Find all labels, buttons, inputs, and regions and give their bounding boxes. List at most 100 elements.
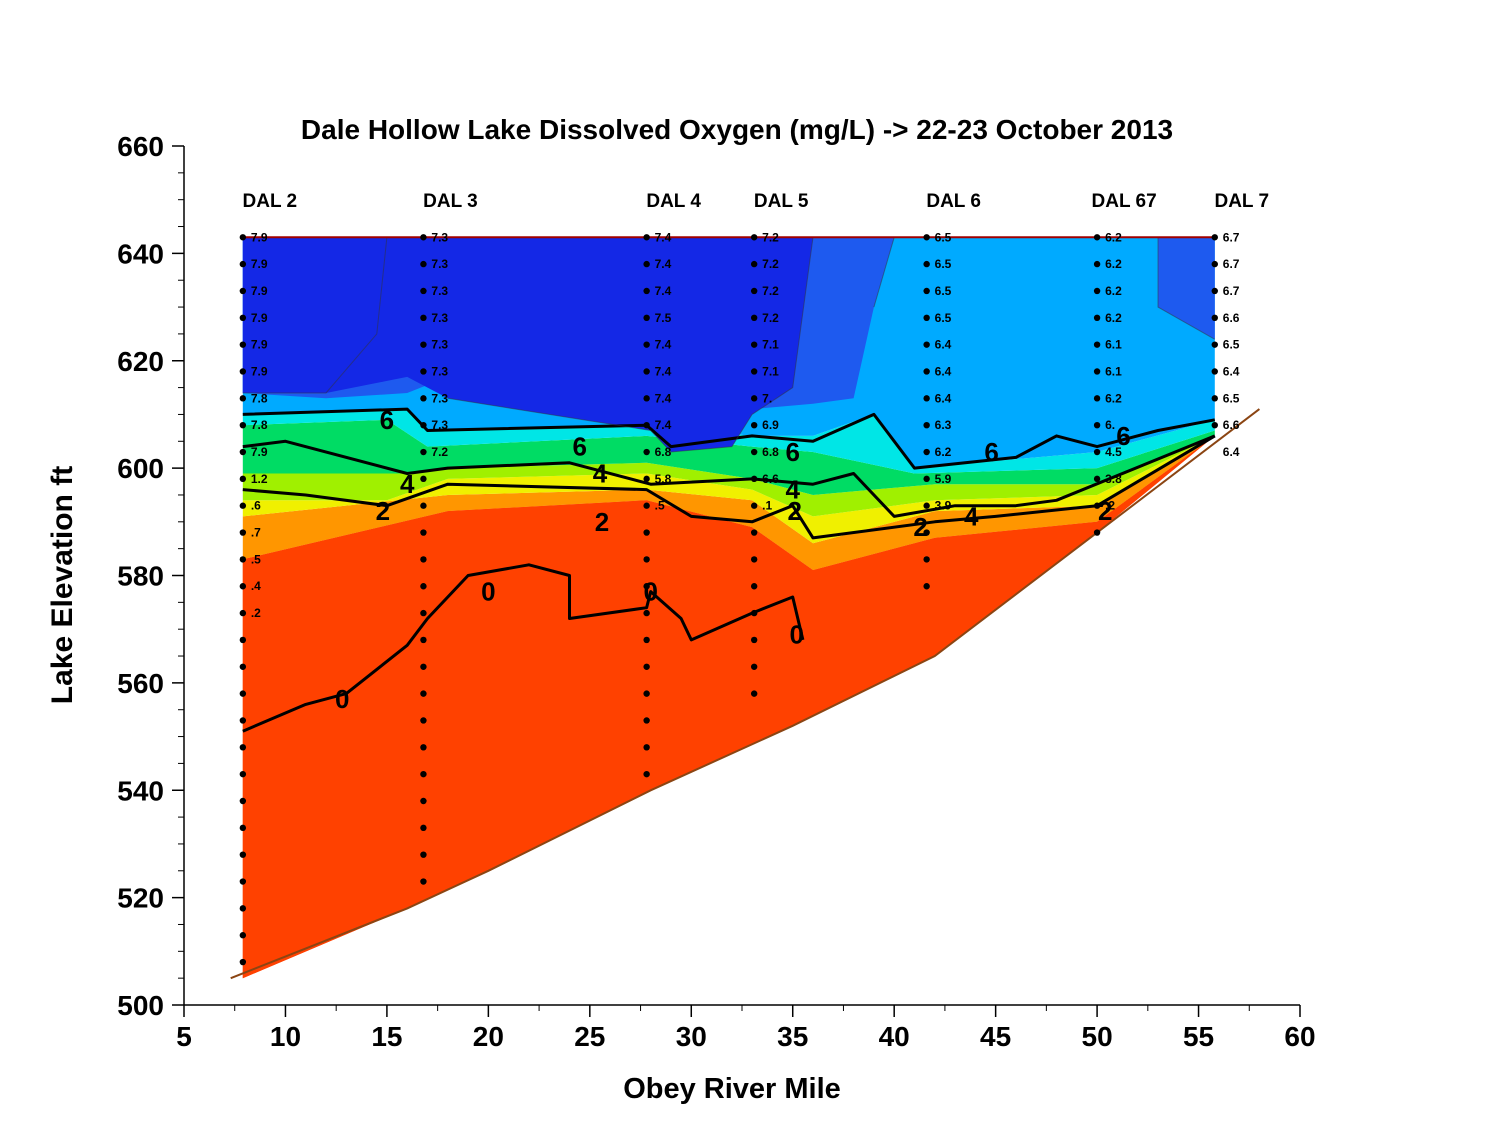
x-axis-label: Obey River Mile	[623, 1073, 841, 1105]
sample-value: 6.2	[1105, 311, 1122, 325]
sample-point	[239, 529, 247, 536]
x-tick-label: 35	[777, 1021, 808, 1052]
sample-point	[750, 287, 758, 295]
sample-point	[923, 583, 930, 590]
sample-point	[1211, 395, 1218, 402]
sample-point	[420, 824, 427, 832]
sample-value: 6.5	[935, 230, 952, 244]
sample-value: 6.5	[1223, 391, 1240, 405]
sample-value: 6.	[1105, 418, 1115, 432]
sample-point	[643, 448, 650, 456]
sample-value: 7.4	[655, 230, 672, 244]
sample-point	[420, 583, 427, 590]
sample-value: 6.2	[935, 445, 952, 459]
sample-value: 7.8	[251, 418, 268, 432]
sample-value: 7.3	[431, 418, 448, 432]
contour-label: 2	[788, 496, 802, 526]
band-above-7	[242, 237, 814, 452]
sample-point	[1093, 260, 1101, 268]
sample-value: 6.4	[935, 391, 952, 405]
x-tick-label: 15	[371, 1021, 402, 1052]
sample-value: 6.1	[1105, 338, 1122, 352]
contour-line-2	[242, 434, 1216, 540]
sample-value: .4	[251, 579, 261, 593]
sample-value: 4.5	[1105, 445, 1122, 459]
sample-point	[750, 314, 758, 321]
contour-label: 6	[785, 437, 799, 467]
sample-point	[239, 958, 247, 966]
sample-point	[239, 663, 247, 670]
band-1-2	[242, 435, 1215, 571]
contour-label: 6	[572, 432, 586, 462]
sample-point	[239, 905, 247, 912]
band-2-3	[242, 435, 1215, 544]
sample-point	[239, 556, 247, 563]
sample-point	[239, 744, 247, 751]
sample-point	[750, 421, 758, 429]
sample-point	[1211, 314, 1218, 321]
sample-value: 7.5	[655, 311, 672, 325]
contour-label: 6	[1116, 421, 1130, 451]
sample-point	[239, 502, 247, 509]
x-tick-label: 40	[879, 1021, 910, 1052]
sample-value: 6.5	[935, 257, 952, 271]
sample-point	[750, 556, 758, 563]
sample-point	[750, 368, 758, 375]
band-boundary-3	[1157, 237, 1216, 340]
x-tick-label: 60	[1284, 1021, 1315, 1052]
sample-value: 7.3	[431, 391, 448, 405]
sample-point	[750, 260, 758, 268]
sample-point	[750, 341, 758, 348]
sample-point	[923, 395, 930, 402]
sample-point	[750, 636, 758, 644]
sample-point	[420, 234, 427, 241]
x-tick-label: 25	[574, 1021, 605, 1052]
sample-value: 7.9	[251, 230, 268, 244]
sample-point	[750, 475, 758, 483]
sample-value: 7.9	[251, 257, 268, 271]
x-tick-label: 5	[176, 1021, 192, 1052]
station-name: DAL 3	[423, 191, 478, 212]
sample-point	[420, 770, 427, 778]
sample-value: .5	[655, 499, 665, 513]
y-tick-label: 560	[117, 668, 164, 699]
sample-point	[750, 583, 758, 590]
sample-point	[239, 341, 247, 348]
y-tick-label: 520	[117, 883, 164, 914]
contour-label: 4	[593, 458, 608, 488]
sample-value: 6.4	[1223, 445, 1240, 459]
sample-value: 6.2	[1105, 391, 1122, 405]
sample-point	[1211, 260, 1218, 268]
sample-point	[923, 475, 930, 483]
sample-value: 7.3	[431, 257, 448, 271]
sample-value: 7.9	[251, 445, 268, 459]
sample-value: 7.9	[251, 311, 268, 325]
contour-label: 4	[400, 469, 415, 499]
sample-point	[420, 260, 427, 268]
sample-value: 3.9	[935, 499, 952, 513]
contour-line-4	[242, 434, 1216, 518]
sample-value: 1.2	[251, 472, 268, 486]
sample-point	[1093, 475, 1101, 483]
sample-point	[1093, 287, 1101, 295]
sample-point	[239, 368, 247, 375]
sample-point	[420, 878, 427, 885]
sample-value: 7.1	[762, 338, 779, 352]
sample-point	[750, 395, 758, 402]
sample-value: 7.3	[431, 364, 448, 378]
sample-point	[643, 475, 650, 483]
sample-point	[1093, 234, 1101, 241]
sample-value: 7.9	[251, 338, 268, 352]
sample-point	[923, 421, 930, 429]
sample-value: 6.1	[1105, 364, 1122, 378]
sample-point	[643, 421, 650, 429]
sample-point	[643, 663, 650, 670]
sample-point	[420, 609, 427, 617]
sample-value: .1	[762, 499, 772, 513]
sample-point	[643, 744, 650, 751]
sample-point	[750, 663, 758, 670]
sample-point	[923, 234, 930, 241]
sample-point	[239, 932, 247, 939]
station-name: DAL 2	[243, 191, 298, 212]
sample-value: 7.3	[431, 230, 448, 244]
